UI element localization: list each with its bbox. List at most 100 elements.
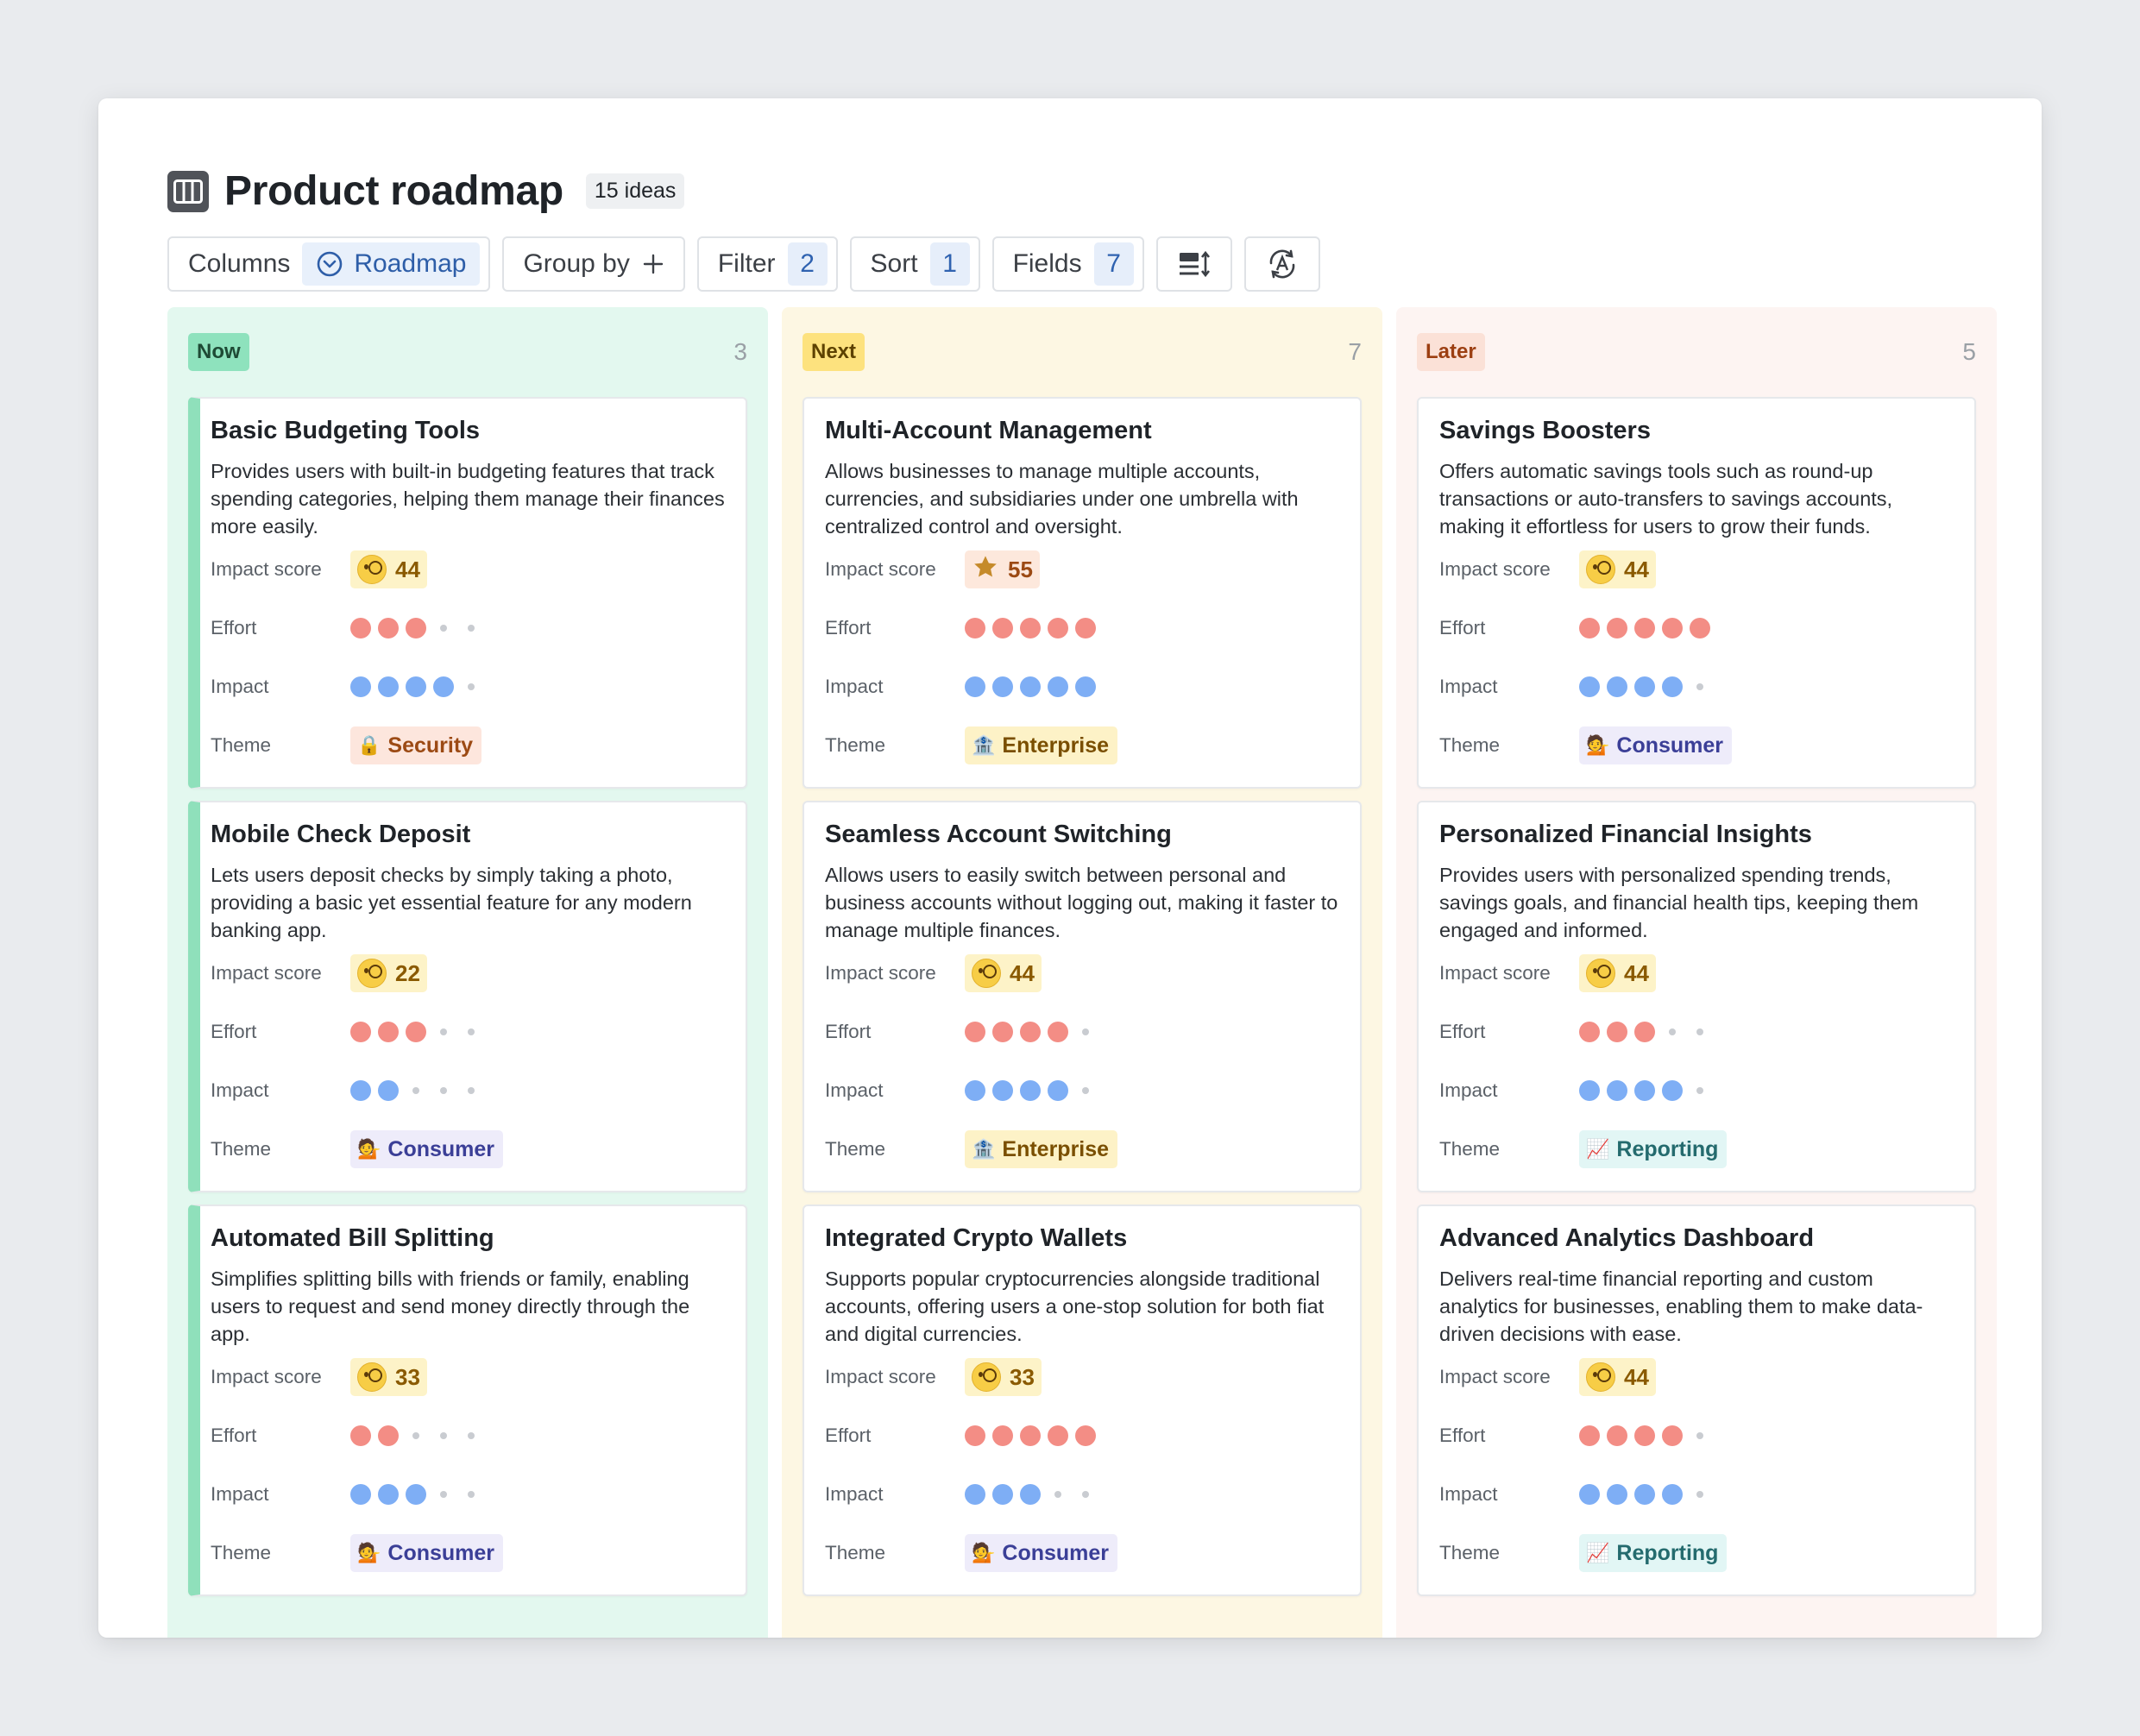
theme-value: Reporting bbox=[1616, 1540, 1719, 1565]
theme-tag[interactable]: 💁 Consumer bbox=[350, 1534, 504, 1572]
red-dot-filled bbox=[1075, 618, 1096, 638]
impact-label: Impact bbox=[825, 1079, 884, 1101]
theme-value: Enterprise bbox=[1002, 1136, 1110, 1161]
column-count: 5 bbox=[1962, 338, 1976, 365]
dot-empty bbox=[468, 625, 475, 632]
blue-dot-filled bbox=[350, 1080, 371, 1101]
column-tag[interactable]: Later bbox=[1417, 333, 1485, 371]
impact-score-badge: 55 bbox=[965, 550, 1040, 588]
idea-card[interactable]: Seamless Account Switching Allows users t… bbox=[802, 801, 1362, 1192]
monocle-face-icon bbox=[357, 555, 387, 584]
impact-score-field: Impact score 44 bbox=[211, 540, 725, 599]
idea-card[interactable]: Multi-Account Management Allows businesse… bbox=[802, 397, 1362, 789]
effort-rating bbox=[965, 1022, 1096, 1042]
refresh-text-icon bbox=[1269, 249, 1294, 279]
impact-rating bbox=[1579, 676, 1710, 697]
impact-field: Impact bbox=[211, 1465, 725, 1524]
red-dot-filled bbox=[1048, 618, 1068, 638]
dot-empty bbox=[1669, 1028, 1676, 1035]
group-by-button[interactable]: Group by bbox=[502, 236, 685, 292]
impact-rating bbox=[965, 676, 1096, 697]
impact-score-field: Impact score 44 bbox=[1439, 540, 1954, 599]
effort-field: Effort bbox=[1439, 1003, 1954, 1061]
impact-label: Impact bbox=[1439, 676, 1498, 697]
dot-empty bbox=[412, 1432, 419, 1439]
dot-empty bbox=[1082, 1028, 1089, 1035]
theme-value: Consumer bbox=[387, 1540, 495, 1565]
enterprise-icon: 🏦 bbox=[972, 734, 996, 756]
theme-label: Theme bbox=[1439, 1138, 1501, 1160]
impact-label: Impact bbox=[211, 676, 269, 697]
red-dot-filled bbox=[406, 1022, 426, 1042]
effort-field: Effort bbox=[825, 1406, 1339, 1465]
theme-label: Theme bbox=[825, 1138, 886, 1160]
filter-button[interactable]: Filter 2 bbox=[696, 236, 838, 292]
impact-label: Impact bbox=[211, 1483, 269, 1505]
columns-value-chip[interactable]: Roadmap bbox=[302, 242, 481, 286]
auto-sort-button[interactable] bbox=[1243, 236, 1320, 292]
blue-dot-filled bbox=[1579, 1484, 1600, 1505]
blue-dot-filled bbox=[1662, 1080, 1683, 1101]
blue-dot-filled bbox=[378, 1484, 399, 1505]
impact-field: Impact bbox=[1439, 1465, 1954, 1524]
theme-value: Reporting bbox=[1616, 1136, 1719, 1161]
card-title: Integrated Crypto Wallets bbox=[825, 1224, 1128, 1252]
impact-score-label: Impact score bbox=[211, 962, 322, 984]
card-description: Allows businesses to manage multiple acc… bbox=[825, 460, 1299, 538]
impact-score-value: 44 bbox=[1010, 959, 1035, 986]
red-dot-filled bbox=[965, 618, 985, 638]
effort-label: Effort bbox=[211, 1021, 257, 1042]
theme-tag[interactable]: 🏦 Enterprise bbox=[965, 726, 1118, 764]
enterprise-icon: 🏦 bbox=[972, 1138, 996, 1160]
theme-tag[interactable]: 🏦 Enterprise bbox=[965, 1130, 1118, 1168]
fields-button[interactable]: Fields 7 bbox=[991, 236, 1144, 292]
column-tag[interactable]: Next bbox=[802, 333, 865, 371]
security-icon: 🔒 bbox=[357, 734, 381, 756]
impact-score-field: Impact score 44 bbox=[1439, 944, 1954, 1003]
idea-card[interactable]: Integrated Crypto Wallets Supports popula… bbox=[802, 1205, 1362, 1596]
effort-label: Effort bbox=[211, 617, 257, 638]
column-tag[interactable]: Now bbox=[188, 333, 249, 371]
consumer-icon: 💁 bbox=[357, 1138, 381, 1160]
theme-value: Consumer bbox=[1616, 733, 1724, 758]
red-dot-filled bbox=[1048, 1022, 1068, 1042]
theme-field: Theme 💁 Consumer bbox=[211, 1120, 725, 1179]
filter-count: 2 bbox=[787, 242, 828, 286]
columns-value: Roadmap bbox=[354, 249, 467, 278]
theme-tag[interactable]: 💁 Consumer bbox=[965, 1534, 1118, 1572]
effort-label: Effort bbox=[825, 1021, 872, 1042]
idea-card[interactable]: Basic Budgeting Tools Provides users with… bbox=[188, 397, 747, 789]
red-dot-filled bbox=[1020, 1425, 1041, 1446]
card-title: Mobile Check Deposit bbox=[211, 821, 471, 848]
card-size-button[interactable] bbox=[1155, 236, 1232, 292]
red-dot-filled bbox=[965, 1022, 985, 1042]
sort-count: 1 bbox=[929, 242, 970, 286]
column-count: 7 bbox=[1348, 338, 1362, 365]
idea-card[interactable]: Savings Boosters Offers automatic savings… bbox=[1417, 397, 1976, 789]
impact-score-label: Impact score bbox=[825, 558, 936, 580]
impact-rating bbox=[350, 676, 482, 697]
plus-icon bbox=[643, 254, 664, 274]
monocle-face-icon bbox=[357, 1362, 387, 1392]
theme-tag[interactable]: 💁 Consumer bbox=[1579, 726, 1733, 764]
impact-score-label: Impact score bbox=[1439, 962, 1551, 984]
sort-button[interactable]: Sort 1 bbox=[849, 236, 980, 292]
impact-label: Impact bbox=[1439, 1483, 1498, 1505]
impact-score-value: 44 bbox=[395, 556, 420, 582]
impact-field: Impact bbox=[1439, 1061, 1954, 1120]
theme-tag[interactable]: 🔒 Security bbox=[350, 726, 482, 764]
columns-button[interactable]: Columns Roadmap bbox=[167, 236, 491, 292]
red-dot-filled bbox=[1020, 618, 1041, 638]
impact-score-field: Impact score 44 bbox=[825, 944, 1339, 1003]
idea-card[interactable]: Advanced Analytics Dashboard Delivers rea… bbox=[1417, 1205, 1976, 1596]
card-description: Provides users with built-in budgeting f… bbox=[211, 460, 725, 538]
theme-tag[interactable]: 📈 Reporting bbox=[1579, 1534, 1728, 1572]
idea-card[interactable]: Automated Bill Splitting Simplifies split… bbox=[188, 1205, 747, 1596]
dot-empty bbox=[468, 1028, 475, 1035]
red-dot-filled bbox=[378, 618, 399, 638]
theme-tag[interactable]: 💁 Consumer bbox=[350, 1130, 504, 1168]
reporting-icon: 📈 bbox=[1586, 1138, 1610, 1160]
theme-tag[interactable]: 📈 Reporting bbox=[1579, 1130, 1728, 1168]
idea-card[interactable]: Personalized Financial Insights Provides … bbox=[1417, 801, 1976, 1192]
idea-card[interactable]: Mobile Check Deposit Lets users deposit c… bbox=[188, 801, 747, 1192]
